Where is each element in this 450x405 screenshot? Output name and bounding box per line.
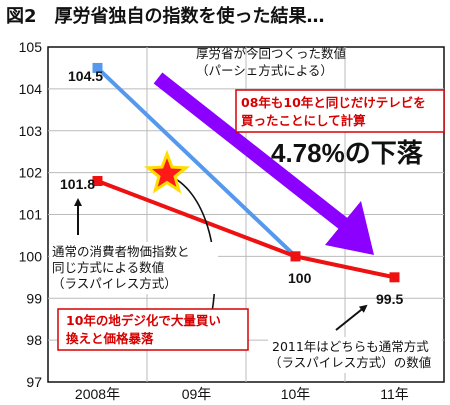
data-label-paasche-2008: 104.5 (68, 68, 103, 84)
tv-note-line-2: 買ったことにして計算 (241, 113, 366, 128)
paasche-label-line-2: （パーシェ方式による） (196, 63, 333, 78)
y-tick-label-99: 99 (26, 290, 42, 306)
digital-note-box (57, 308, 249, 351)
series-markers (92, 62, 400, 283)
x-tick-label-0: 2008年 (75, 386, 120, 402)
drop-arrow (153, 72, 374, 255)
x-tick-label-1: 09年 (182, 386, 212, 402)
series-1-point-1 (290, 251, 301, 262)
laspeyres-label-line-2: 同じ方式による数値 (52, 260, 164, 275)
y-tick-label-103: 103 (19, 123, 43, 139)
x-tick-label-2: 10年 (281, 386, 311, 402)
laspeyres-label-bg (50, 242, 218, 294)
note-2011-line-2: （ラスパイレス方式）の数値 (269, 355, 431, 370)
x-axis-ticks: 2008年 09年 10年 11年 (75, 386, 409, 402)
series-1-point-0 (92, 176, 103, 186)
digital-note-line-1: 10年の地デジ化で大量買い (66, 313, 221, 328)
note-2011-line-1: 2011年はどちらも通常方式 (272, 339, 429, 354)
series-line-0 (96, 66, 297, 258)
star-marker (143, 149, 191, 194)
laspeyres-label-line-3: （ラスパイレス方式） (52, 276, 177, 291)
y-tick-label-100: 100 (19, 248, 43, 264)
data-label-2011: 99.5 (376, 291, 403, 307)
series-0-point-0 (92, 62, 103, 73)
data-label-2010: 100 (288, 270, 312, 286)
series-1-point-2 (389, 272, 400, 283)
data-label-laspeyres-2008: 101.8 (60, 176, 95, 192)
y-tick-label-102: 102 (19, 165, 43, 181)
digital-note-line-2: 換えと価格暴落 (66, 331, 154, 346)
drop-label: 4.78%の下落 (271, 138, 424, 168)
tv-note-line-1: 08年も10年と同じだけテレビを (241, 95, 426, 110)
y-tick-label-104: 104 (19, 81, 43, 97)
chart-title: 図2 厚労省独自の指数を使った結果… (6, 5, 325, 27)
y-axis-ticks: 97 98 99 100 101 102 103 104 105 (19, 39, 43, 390)
y-tick-label-97: 97 (26, 374, 42, 390)
note-2011-pointer-arrow (335, 304, 368, 331)
laspeyres-label-line-1: 通常の消費者物価指数と (52, 244, 190, 259)
note-2011-bg (268, 337, 442, 373)
y-tick-label-105: 105 (19, 39, 43, 55)
x-tick-label-3: 11年 (380, 386, 409, 402)
y-tick-label-98: 98 (26, 332, 42, 348)
paasche-label-line-1: 厚労省が今回つくった数値 (196, 46, 346, 61)
y-tick-label-101: 101 (19, 207, 43, 223)
tv-note-box (235, 89, 445, 133)
